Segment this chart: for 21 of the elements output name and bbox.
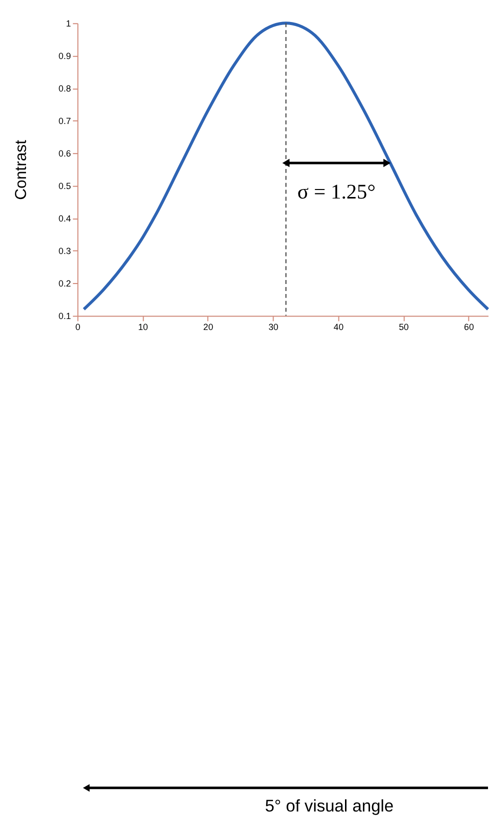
y-tick-label: 0.6 xyxy=(58,148,71,159)
y-axis-title: Contrast xyxy=(12,139,30,200)
x-tick-label: 30 xyxy=(268,322,278,332)
y-tick-label: 0.2 xyxy=(58,278,71,289)
y-tick-label: 0.3 xyxy=(58,246,71,256)
x-tick-label: 50 xyxy=(398,322,409,332)
x-tick-label: 40 xyxy=(334,322,344,332)
x-tick-label: 10 xyxy=(138,322,148,332)
x-tick-label: 0 xyxy=(75,322,80,332)
y-tick-label: 0.7 xyxy=(58,116,71,126)
y-tick-label: 0.5 xyxy=(58,181,71,192)
y-tick-label: 0.4 xyxy=(58,214,71,224)
y-tick-label: 1 xyxy=(66,18,71,29)
line-series xyxy=(82,22,490,311)
y-tick-label: 0.1 xyxy=(58,311,71,322)
x-tick-label: 20 xyxy=(203,322,214,332)
y-tick-label: 0.9 xyxy=(58,51,71,62)
y-tick-label: 0.8 xyxy=(58,84,71,94)
x-tick-label: 60 xyxy=(464,322,474,332)
annotation: σ = 1.25° xyxy=(297,180,376,204)
text: 5° of visual angle xyxy=(265,796,394,816)
